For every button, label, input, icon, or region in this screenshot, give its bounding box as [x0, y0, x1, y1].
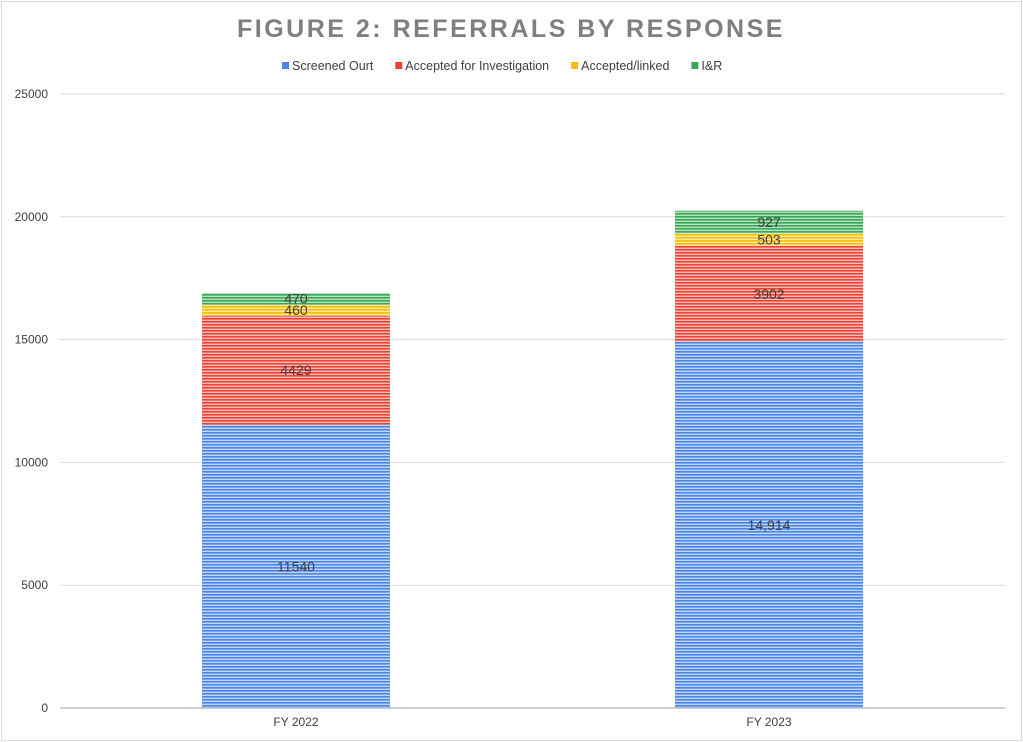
bar-segment	[675, 245, 863, 342]
legend-label: I&R	[701, 59, 722, 73]
data-label: 470	[284, 291, 308, 307]
bar-segment	[675, 233, 863, 246]
bar-segment	[202, 304, 390, 316]
bar-segment	[675, 341, 863, 708]
legend-swatch	[571, 62, 579, 69]
y-tick-label: 0	[41, 701, 48, 715]
y-tick-label: 20000	[15, 210, 49, 224]
y-tick-label: 25000	[15, 87, 49, 101]
data-label: 460	[284, 302, 308, 318]
bar-segment	[675, 210, 863, 234]
bar-segment	[202, 424, 390, 708]
legend-label: Accepted/linked	[581, 59, 669, 73]
bar-segment	[202, 315, 390, 425]
y-tick-label: 5000	[21, 578, 48, 592]
data-label: 4429	[280, 362, 311, 378]
data-label: 3902	[753, 286, 784, 302]
data-label: 14,914	[748, 517, 791, 533]
x-tick-label: FY 2023	[746, 715, 791, 729]
legend-swatch	[395, 62, 403, 69]
data-label: 11540	[277, 558, 315, 574]
data-label: 503	[757, 232, 781, 248]
chart-title: FIGURE 2: REFERRALS BY RESPONSE	[237, 15, 785, 43]
legend-swatch	[691, 62, 699, 69]
y-tick-label: 10000	[15, 455, 49, 469]
legend-label: Screened Ourt	[292, 59, 374, 73]
y-tick-label: 15000	[15, 333, 49, 347]
legend-label: Accepted for Investigation	[405, 59, 549, 73]
x-tick-label: FY 2022	[273, 715, 318, 729]
data-label: 927	[757, 214, 781, 230]
legend-swatch	[282, 62, 289, 69]
bar-segment	[202, 292, 390, 305]
